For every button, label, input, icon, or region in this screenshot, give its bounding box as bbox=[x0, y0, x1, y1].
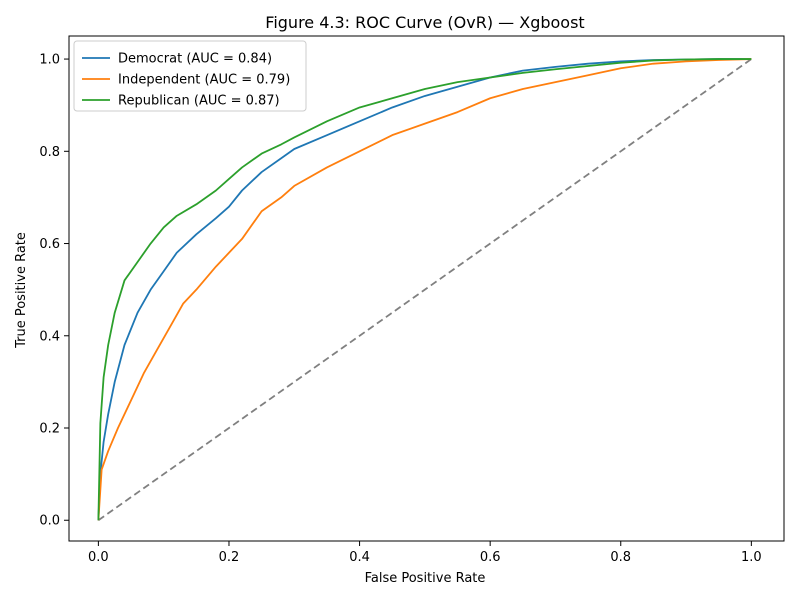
y-tick-label-5: 1.0 bbox=[39, 53, 60, 68]
reference-diagonal-line bbox=[97, 58, 752, 521]
y-axis-label: True Positive Rate bbox=[14, 232, 29, 349]
legend-label-1: Independent (AUC = 0.79) bbox=[118, 73, 290, 88]
x-tick-label-1: 0.2 bbox=[219, 550, 240, 565]
series-line-2 bbox=[97, 58, 752, 521]
legend-label-0: Democrat (AUC = 0.84) bbox=[118, 52, 272, 67]
y-tick-label-2: 0.4 bbox=[39, 329, 60, 344]
x-tick-label-4: 0.8 bbox=[610, 550, 631, 565]
series-line-1 bbox=[97, 58, 752, 521]
x-tick-label-0: 0.0 bbox=[88, 550, 109, 565]
x-axis-label: False Positive Rate bbox=[365, 571, 486, 586]
chart-title: Figure 4.3: ROC Curve (OvR) — Xgboost bbox=[265, 13, 584, 32]
x-tick-label-2: 0.4 bbox=[349, 550, 370, 565]
y-tick-label-4: 0.8 bbox=[39, 145, 60, 160]
x-tick-label-3: 0.6 bbox=[480, 550, 501, 565]
legend-box bbox=[73, 40, 307, 112]
y-tick-label-0: 0.0 bbox=[39, 514, 60, 529]
axes-frame bbox=[68, 35, 785, 542]
plot-area: 0.0 0.2 0.4 0.6 0.8 1.0 0.0 0.2 0.4 0.6 0.8 1.0 bbox=[39, 35, 785, 565]
series-line-0 bbox=[97, 58, 752, 521]
y-tick-label-1: 0.2 bbox=[39, 422, 60, 437]
y-tick-label-3: 0.6 bbox=[39, 237, 60, 252]
x-tick-label-5: 1.0 bbox=[741, 550, 762, 565]
legend: Democrat (AUC = 0.84) Independent (AUC = … bbox=[73, 40, 307, 112]
legend-label-2: Republican (AUC = 0.87) bbox=[118, 94, 280, 109]
